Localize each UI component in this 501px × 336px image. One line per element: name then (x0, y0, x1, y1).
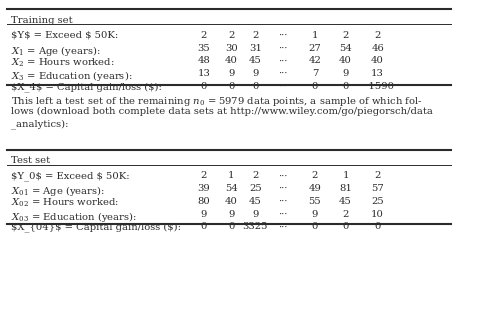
Text: ···: ··· (278, 69, 288, 78)
Text: 9: 9 (200, 210, 207, 219)
Text: $X_2$ = Hours worked:: $X_2$ = Hours worked: (12, 56, 115, 69)
Text: 2: 2 (252, 31, 259, 40)
Text: 40: 40 (371, 56, 384, 66)
Text: 39: 39 (197, 184, 210, 193)
Text: 0: 0 (312, 82, 318, 91)
Text: 13: 13 (197, 69, 210, 78)
Text: $X_{03}$ = Education (years):: $X_{03}$ = Education (years): (12, 210, 137, 224)
Text: $X_3$ = Education (years):: $X_3$ = Education (years): (12, 69, 133, 83)
Text: 0: 0 (342, 82, 349, 91)
Text: ···: ··· (278, 31, 288, 40)
Text: 45: 45 (249, 197, 262, 206)
Text: 46: 46 (371, 44, 384, 53)
Text: 57: 57 (371, 184, 384, 193)
Text: 55: 55 (309, 197, 321, 206)
Text: 2: 2 (342, 210, 349, 219)
Text: 54: 54 (224, 184, 237, 193)
Text: 80: 80 (197, 197, 210, 206)
Text: −1590: −1590 (361, 82, 395, 91)
Text: 10: 10 (371, 210, 384, 219)
Text: 0: 0 (200, 222, 207, 232)
Text: 9: 9 (252, 69, 259, 78)
Text: 0: 0 (342, 222, 349, 232)
Text: 1: 1 (342, 171, 349, 180)
Text: $Y$ = Exceed $ 50K:: $Y$ = Exceed $ 50K: (12, 31, 119, 40)
Text: $X_4$ = Capital gain/loss ($):: $X_4$ = Capital gain/loss ($): (12, 82, 162, 92)
Text: 27: 27 (309, 44, 321, 53)
Text: 1: 1 (228, 171, 234, 180)
Text: 9: 9 (228, 69, 234, 78)
Text: 9: 9 (252, 210, 259, 219)
Text: 25: 25 (371, 197, 384, 206)
Text: 81: 81 (339, 184, 352, 193)
Text: 2: 2 (374, 171, 381, 180)
Text: 54: 54 (339, 44, 352, 53)
Text: 0: 0 (312, 222, 318, 232)
Text: $X_{04}$ = Capital gain/loss ($):: $X_{04}$ = Capital gain/loss ($): (12, 222, 181, 232)
Text: 40: 40 (224, 197, 237, 206)
Text: _analytics):: _analytics): (12, 119, 69, 129)
Text: 9: 9 (228, 210, 234, 219)
Text: 0: 0 (228, 82, 234, 91)
Text: 7: 7 (312, 69, 318, 78)
Text: Test set: Test set (12, 156, 51, 165)
Text: $X_{02}$ = Hours worked:: $X_{02}$ = Hours worked: (12, 197, 119, 209)
Text: 31: 31 (249, 44, 262, 53)
Text: 0: 0 (374, 222, 381, 232)
Text: 13: 13 (371, 69, 384, 78)
Text: 2: 2 (200, 31, 207, 40)
Text: 0: 0 (252, 82, 259, 91)
Text: 35: 35 (197, 44, 210, 53)
Text: ···: ··· (278, 56, 288, 66)
Text: 0: 0 (200, 82, 207, 91)
Text: 49: 49 (309, 184, 321, 193)
Text: 2: 2 (374, 31, 381, 40)
Text: 9: 9 (342, 69, 349, 78)
Text: ···: ··· (278, 210, 288, 219)
Text: 1: 1 (312, 31, 318, 40)
Text: 2: 2 (200, 171, 207, 180)
Text: 45: 45 (339, 197, 352, 206)
Text: $Y_0$ = Exceed $ 50K:: $Y_0$ = Exceed $ 50K: (12, 171, 130, 181)
Text: ···: ··· (278, 82, 288, 91)
Text: ···: ··· (278, 222, 288, 232)
Text: ···: ··· (278, 184, 288, 193)
Text: 2: 2 (228, 31, 234, 40)
Text: 25: 25 (249, 184, 262, 193)
Text: 40: 40 (224, 56, 237, 66)
Text: 42: 42 (309, 56, 321, 66)
Text: 48: 48 (197, 56, 210, 66)
Text: ···: ··· (278, 197, 288, 206)
Text: 30: 30 (225, 44, 237, 53)
Text: 2: 2 (252, 171, 259, 180)
Text: 3325: 3325 (242, 222, 268, 232)
Text: This left a test set of the remaining $n_0$ = 5979 data points, a sample of whic: This left a test set of the remaining $n… (12, 95, 423, 108)
Text: 2: 2 (312, 171, 318, 180)
Text: $X_{01}$ = Age (years):: $X_{01}$ = Age (years): (12, 184, 105, 198)
Text: 0: 0 (228, 222, 234, 232)
Text: Training set: Training set (12, 16, 73, 25)
Text: ···: ··· (278, 44, 288, 53)
Text: 9: 9 (312, 210, 318, 219)
Text: 40: 40 (339, 56, 352, 66)
Text: 2: 2 (342, 31, 349, 40)
Text: 45: 45 (249, 56, 262, 66)
Text: lows (download both complete data sets at http://www.wiley.com/go/piegorsch/data: lows (download both complete data sets a… (12, 107, 433, 117)
Text: ···: ··· (278, 171, 288, 180)
Text: $X_1$ = Age (years):: $X_1$ = Age (years): (12, 44, 101, 58)
